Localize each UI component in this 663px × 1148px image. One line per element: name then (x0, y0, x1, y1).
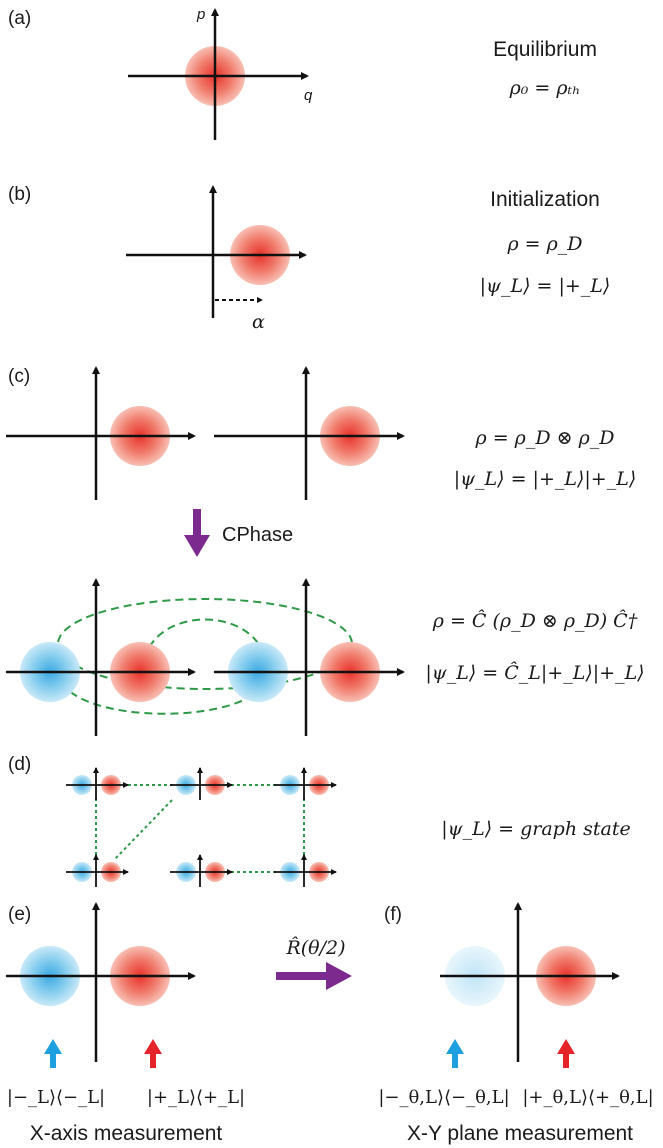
blue-measurement-marker (446, 1039, 464, 1068)
red-measurement-marker (557, 1039, 575, 1068)
panel-c-label: (c) (8, 366, 30, 387)
rotated-minus-projector-label: |−_θ,L⟩⟨−_θ,L| (378, 1087, 509, 1108)
graph-node (66, 854, 129, 887)
blue-measurement-marker (44, 1039, 62, 1068)
q-axis-label: q (304, 87, 313, 104)
panel-b-title: Initialization (490, 188, 600, 211)
panel-a-equation: ρ₀ = ρₜₕ (509, 77, 581, 99)
p-axis-label: p (196, 6, 205, 23)
graph-node (274, 767, 337, 800)
displacement-label: α (252, 311, 265, 333)
panel-b: (b) α Initialization ρ = ρ_D |ψ_L⟩ = |+_… (8, 184, 610, 333)
panel-c-equation-3: ρ = Ĉ (ρ_D ⊗ ρ_D) Ĉ† (432, 609, 638, 632)
graph-node (274, 854, 337, 887)
rotation-arrow-head (326, 962, 352, 990)
panel-f: (f) |−_θ,L⟩⟨−_θ,L| |+_θ,L⟩⟨+_θ,L| X-Y pl… (378, 902, 654, 1145)
panel-c: (c) ρ = ρ_D ⊗ ρ_D |ψ_L⟩ = |+_L⟩|+_L⟩ CPh… (6, 366, 645, 736)
minus-projector-label: |−_L⟩⟨−_L| (7, 1087, 105, 1108)
panel-a-title: Equilibrium (493, 38, 597, 61)
cphase-gate-arrow (184, 509, 210, 557)
panel-f-label: (f) (384, 904, 402, 925)
rotated-plus-projector-label: |+_θ,L⟩⟨+_θ,L| (522, 1087, 653, 1108)
graph-edges (95, 784, 305, 873)
panel-b-label: (b) (8, 184, 31, 205)
panel-c-equation-1: ρ = ρ_D ⊗ ρ_D (475, 427, 615, 449)
graph-node (66, 767, 129, 800)
panel-a-label: (a) (8, 8, 31, 29)
panel-b-equation-1: ρ = ρ_D (506, 233, 582, 255)
panel-d-equation: |ψ_L⟩ = graph state (441, 818, 630, 840)
panel-d: (d) (8, 754, 631, 887)
panel-e-label: (e) (8, 904, 31, 925)
graph-node (170, 767, 233, 800)
plus-projector-label: |+_L⟩⟨+_L| (147, 1087, 245, 1108)
panel-b-equation-2: |ψ_L⟩ = |+_L⟩ (480, 275, 611, 297)
panel-f-caption: X-Y plane measurement (407, 1122, 633, 1145)
panel-d-label: (d) (8, 754, 31, 775)
panel-e-caption: X-axis measurement (30, 1122, 223, 1145)
rotation-arrow-shaft (276, 972, 328, 980)
panel-c-equation-2: |ψ_L⟩ = |+_L⟩|+_L⟩ (454, 468, 637, 490)
red-measurement-marker (144, 1039, 162, 1068)
panel-a: (a) p q Equilibrium ρ₀ = ρₜₕ (8, 6, 597, 140)
entanglement-links (57, 598, 353, 715)
panel-e: (e) |−_L⟩⟨−_L| |+_L⟩⟨+_L| X-axis measure… (6, 902, 245, 1145)
rotation-operator: R̂(θ/2) (276, 937, 352, 990)
panel-c-equation-4: |ψ_L⟩ = Ĉ_L|+_L⟩|+_L⟩ (425, 661, 644, 684)
graph-node (170, 854, 233, 887)
cphase-label: CPhase (222, 524, 293, 546)
rotation-operator-label: R̂(θ/2) (285, 937, 345, 959)
